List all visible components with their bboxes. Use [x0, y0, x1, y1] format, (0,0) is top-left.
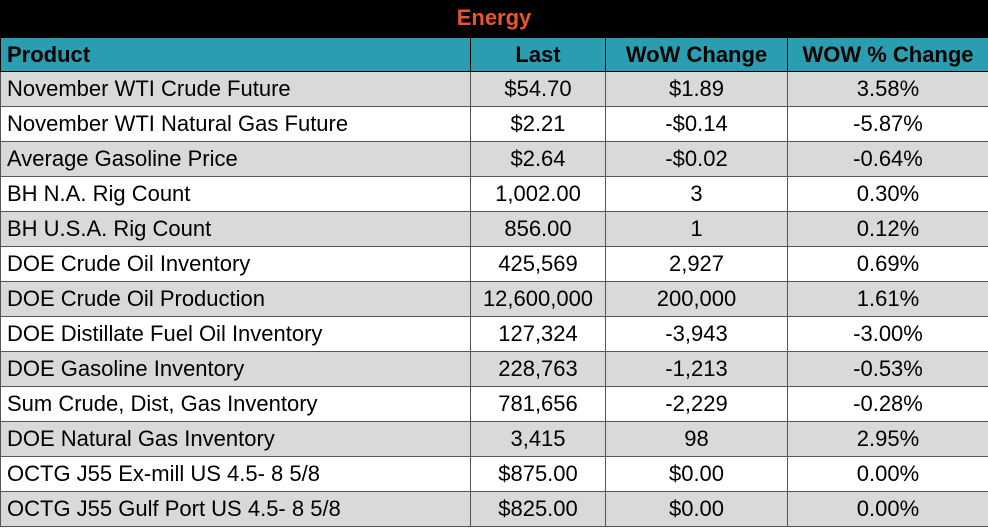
cell-product: DOE Natural Gas Inventory [0, 421, 471, 457]
table-row: DOE Natural Gas Inventory 3,415 98 2.95% [0, 421, 988, 457]
cell-wow-change: $1.89 [605, 71, 788, 107]
table-row: OCTG J55 Ex-mill US 4.5- 8 5/8 $875.00 $0.… [0, 456, 988, 492]
cell-last: 856.00 [470, 211, 606, 247]
header-last: Last [470, 37, 606, 72]
cell-wow-pct-change: -5.87% [787, 106, 988, 142]
cell-last: 228,763 [470, 351, 606, 387]
cell-wow-change: -1,213 [605, 351, 788, 387]
cell-product: DOE Distillate Fuel Oil Inventory [0, 316, 471, 352]
cell-product: November WTI Crude Future [0, 71, 471, 107]
cell-product: OCTG J55 Gulf Port US 4.5- 8 5/8 [0, 491, 471, 527]
table-row: DOE Crude Oil Production 12,600,000 200,00… [0, 281, 988, 317]
cell-wow-pct-change: 0.12% [787, 211, 988, 247]
cell-last: 781,656 [470, 386, 606, 422]
table-row: DOE Distillate Fuel Oil Inventory 127,324… [0, 316, 988, 352]
cell-wow-pct-change: -3.00% [787, 316, 988, 352]
table-row: November WTI Crude Future $54.70 $1.89 3.58… [0, 71, 988, 107]
cell-last: $875.00 [470, 456, 606, 492]
cell-wow-change: -2,229 [605, 386, 788, 422]
cell-last: $2.64 [470, 141, 606, 177]
cell-product: OCTG J55 Ex-mill US 4.5- 8 5/8 [0, 456, 471, 492]
cell-last: 1,002.00 [470, 176, 606, 212]
cell-product: BH N.A. Rig Count [0, 176, 471, 212]
cell-wow-pct-change: 0.00% [787, 491, 988, 527]
header-product: Product [0, 37, 471, 72]
table-row: BH U.S.A. Rig Count 856.00 1 0.12% [0, 211, 988, 247]
table-row: DOE Gasoline Inventory 228,763 -1,213 -0.53… [0, 351, 988, 387]
cell-wow-pct-change: 0.69% [787, 246, 988, 282]
cell-wow-change: -$0.02 [605, 141, 788, 177]
cell-wow-change: 3 [605, 176, 788, 212]
cell-last: $825.00 [470, 491, 606, 527]
cell-wow-pct-change: -0.53% [787, 351, 988, 387]
table-row: OCTG J55 Gulf Port US 4.5- 8 5/8 $825.00 $… [0, 491, 988, 527]
energy-table: Product Last WoW Change WOW % Change Nov… [0, 37, 988, 527]
cell-wow-change: 1 [605, 211, 788, 247]
table-title: Energy [0, 0, 988, 37]
cell-last: 12,600,000 [470, 281, 606, 317]
cell-product: DOE Crude Oil Production [0, 281, 471, 317]
cell-wow-pct-change: 2.95% [787, 421, 988, 457]
cell-wow-change: -3,943 [605, 316, 788, 352]
table-row: Average Gasoline Price $2.64 -$0.02 -0.64% [0, 141, 988, 177]
cell-product: DOE Gasoline Inventory [0, 351, 471, 387]
header-wow-pct-change: WOW % Change [787, 37, 988, 72]
table-row: DOE Crude Oil Inventory 425,569 2,927 0.69% [0, 246, 988, 282]
cell-product: BH U.S.A. Rig Count [0, 211, 471, 247]
cell-product: Average Gasoline Price [0, 141, 471, 177]
header-row: Product Last WoW Change WOW % Change [0, 37, 988, 72]
cell-last: $2.21 [470, 106, 606, 142]
header-wow-change: WoW Change [605, 37, 788, 72]
cell-wow-change: 200,000 [605, 281, 788, 317]
cell-last: 127,324 [470, 316, 606, 352]
cell-wow-change: 98 [605, 421, 788, 457]
cell-product: DOE Crude Oil Inventory [0, 246, 471, 282]
cell-wow-pct-change: 1.61% [787, 281, 988, 317]
cell-wow-change: $0.00 [605, 491, 788, 527]
cell-wow-pct-change: 3.58% [787, 71, 988, 107]
cell-wow-pct-change: -0.28% [787, 386, 988, 422]
table-row: Sum Crude, Dist, Gas Inventory 781,656 -2,… [0, 386, 988, 422]
cell-wow-pct-change: -0.64% [787, 141, 988, 177]
table-body: November WTI Crude Future $54.70 $1.89 3.58… [0, 71, 988, 527]
cell-product: November WTI Natural Gas Future [0, 106, 471, 142]
cell-wow-change: $0.00 [605, 456, 788, 492]
table-row: BH N.A. Rig Count 1,002.00 3 0.30% [0, 176, 988, 212]
table-row: November WTI Natural Gas Future $2.21 -$0.… [0, 106, 988, 142]
cell-wow-pct-change: 0.00% [787, 456, 988, 492]
cell-wow-pct-change: 0.30% [787, 176, 988, 212]
cell-wow-change: -$0.14 [605, 106, 788, 142]
cell-last: $54.70 [470, 71, 606, 107]
cell-last: 3,415 [470, 421, 606, 457]
cell-last: 425,569 [470, 246, 606, 282]
cell-wow-change: 2,927 [605, 246, 788, 282]
cell-product: Sum Crude, Dist, Gas Inventory [0, 386, 471, 422]
